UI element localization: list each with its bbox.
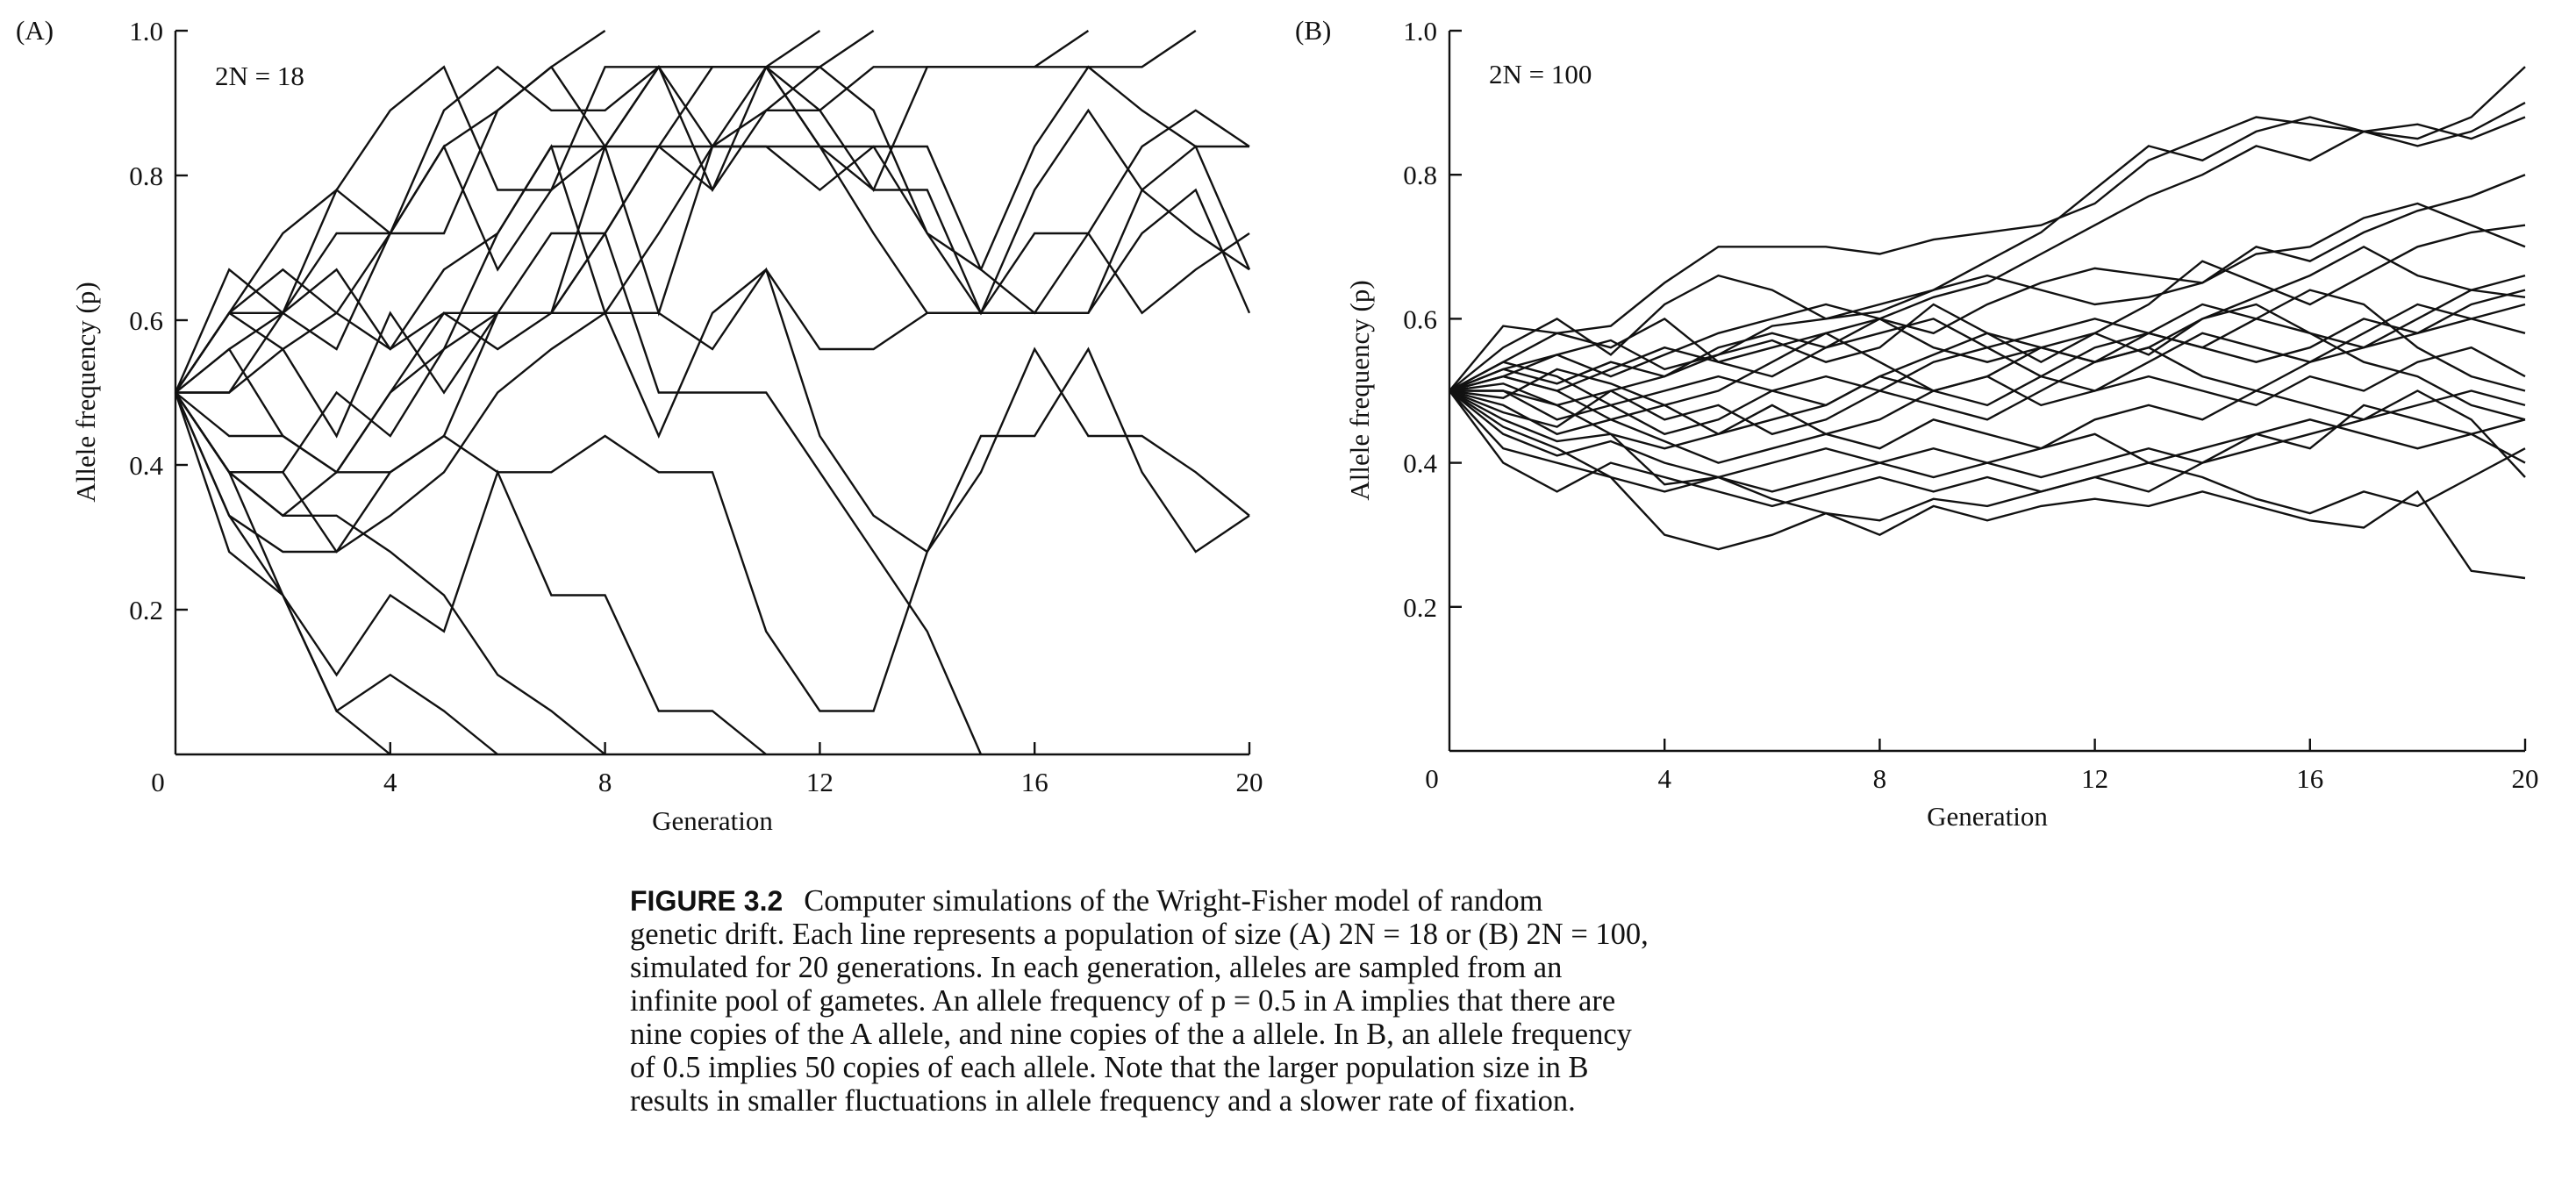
figure-label: FIGURE 3.2: [630, 885, 784, 917]
x-tick-label: 16: [2296, 763, 2323, 794]
y-axis-title: Allele frequency (p): [1344, 280, 1375, 500]
series-line: [1449, 303, 2526, 421]
y-tick-label: 0.6: [1403, 304, 1437, 334]
y-tick-label: 0.8: [1403, 160, 1437, 190]
panel-label: (A): [16, 15, 54, 46]
x-tick-label: 4: [383, 767, 397, 797]
figure-caption: FIGURE 3.2 Computer simulations of the Wr…: [630, 884, 1885, 1118]
series-line: [175, 188, 1251, 554]
population-size-annotation: 2N = 18: [215, 61, 304, 91]
x-tick-label: 4: [1657, 763, 1671, 794]
series-line: [174, 392, 767, 755]
series-line: [174, 65, 1249, 393]
y-tick-label: 1.0: [129, 16, 163, 46]
series-line: [1449, 289, 2526, 436]
series-line: [175, 30, 875, 474]
series-line: [175, 66, 1250, 439]
x-tick-label: 20: [2512, 763, 2539, 794]
series-line: [175, 65, 1250, 394]
x-tick-label: 12: [2081, 763, 2108, 794]
y-tick-label: 0.4: [1403, 448, 1437, 479]
series-line: [1449, 174, 2526, 392]
x-tick-label: 16: [1021, 767, 1048, 797]
y-tick-label: 0.4: [129, 450, 163, 481]
series-line: [1449, 389, 2526, 580]
y-tick-label: 0.2: [1403, 592, 1437, 623]
series-line: [1449, 375, 2526, 464]
y-tick-label: 0.8: [129, 161, 163, 191]
series-line: [175, 231, 983, 755]
panel-label: (B): [1295, 15, 1331, 46]
series-line: [1449, 202, 2526, 392]
series-line: [175, 391, 606, 755]
series-line: [1449, 346, 2526, 450]
y-axis-title: Allele frequency (p): [70, 282, 101, 502]
series-line: [175, 267, 1250, 554]
series-line: [175, 30, 1197, 394]
x-tick-label: 0: [151, 767, 165, 797]
series-line: [1449, 389, 2526, 508]
series-line: [175, 391, 498, 755]
caption-line: of 0.5 implies 50 copies of each allele.…: [630, 1051, 1589, 1084]
caption-line: simulated for 20 generations. In each ge…: [630, 951, 1563, 984]
y-tick-label: 1.0: [1403, 16, 1437, 46]
y-tick-label: 0.2: [129, 595, 163, 625]
series-line: [174, 347, 1250, 712]
caption-line: infinite pool of gametes. An allele freq…: [630, 984, 1616, 1018]
chart-panel-a: 0 4 8 12 16 20 0.2 0.4 0.6 0.8 1.0 (A) 2N = 18 Genera…: [16, 15, 1263, 836]
x-tick-label: 12: [806, 767, 834, 797]
series-line: [1449, 224, 2526, 407]
caption-line: genetic drift. Each line represents a po…: [630, 918, 1649, 951]
chart-panel-b: 0 4 8 12 16 20 0.2 0.4 0.6 0.8 1.0 (B) 2N = 100 Gener…: [1295, 15, 2539, 832]
caption-line: results in smaller fluctuations in allel…: [630, 1084, 1576, 1118]
series-line: [1449, 389, 2526, 493]
series-line: [175, 64, 1251, 394]
x-tick-label: 8: [598, 767, 612, 797]
caption-line: FIGURE 3.2 Computer simulations of the Wr…: [630, 884, 1543, 918]
population-size-annotation: 2N = 100: [1489, 59, 1592, 89]
series-line: [1449, 66, 2526, 392]
series-line: [1449, 389, 2526, 522]
caption-line: nine copies of the A allele, and nine co…: [630, 1018, 1632, 1051]
x-tick-label: 0: [1425, 763, 1439, 794]
x-tick-label: 8: [1873, 763, 1887, 794]
x-axis-title: Generation: [652, 805, 773, 836]
x-tick-label: 20: [1236, 767, 1263, 797]
x-axis-title: Generation: [1927, 801, 2048, 832]
y-tick-label: 0.6: [129, 305, 163, 336]
series-line: [175, 30, 1090, 474]
series-line: [1449, 116, 2526, 392]
series-line: [1449, 289, 2526, 392]
series-line: [174, 392, 391, 755]
